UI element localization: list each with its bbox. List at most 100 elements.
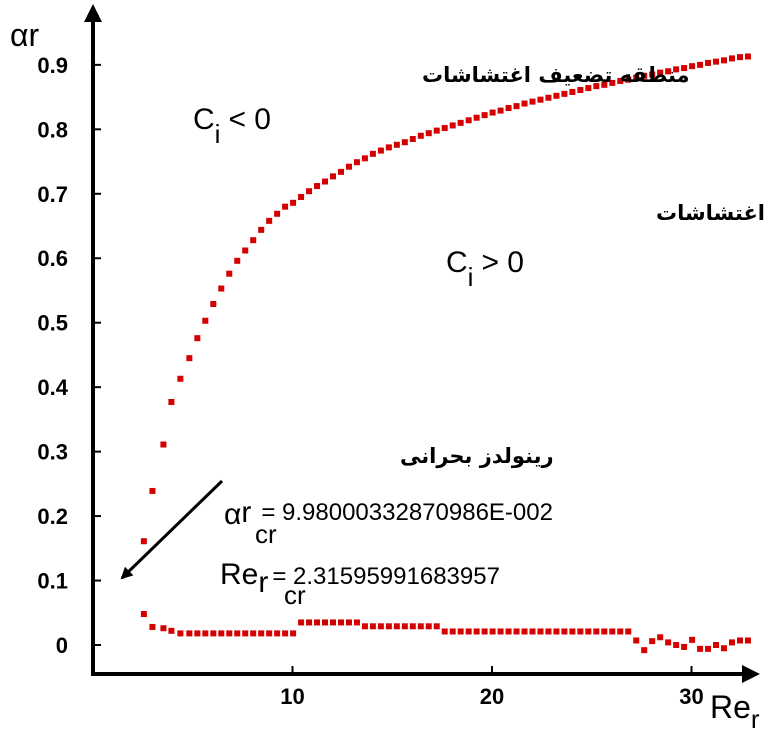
lower-branch-point [329,619,336,626]
lower-branch-point [577,628,584,635]
lower-branch-point [226,630,233,637]
upper-branch-point [361,155,368,162]
re-critical-value: Rer = 2.31595991683957 [220,558,500,599]
lower-branch-point [689,636,696,643]
upper-branch-point [168,398,175,405]
upper-branch-point [529,98,536,105]
y-axis-label: αr [10,17,40,53]
upper-branch-point [177,375,184,382]
lower-branch-point [250,630,257,637]
lower-branch-point [177,630,184,637]
upper-branch-point [322,178,329,185]
upper-branch-point [665,68,672,75]
lower-branch-point [721,645,728,652]
lower-branch-point [149,623,156,630]
y-tick-label: 0.6 [37,246,68,271]
lower-branch-point [569,628,576,635]
upper-branch-point [417,132,424,139]
upper-branch-point [561,90,568,97]
lower-branch-point [728,639,735,646]
lower-branch-point [457,628,464,635]
lower-branch-point [497,628,504,635]
upper-branch-point [553,92,560,99]
alpha-critical-sub: cr [255,519,277,549]
upper-branch-point [345,163,352,170]
upper-branch-point [569,88,576,95]
lower-branch-point [649,638,656,645]
upper-branch-point [385,144,392,151]
y-tick-label: 0.1 [37,569,68,594]
lower-branch-point [409,623,416,630]
lower-branch-point [168,627,175,634]
lower-branch-point [744,637,751,644]
upper-branch-point [202,317,209,324]
lower-branch-point [369,623,376,630]
lower-branch-point [242,630,249,637]
lower-branch-point [705,645,712,652]
lower-branch-point [322,619,329,626]
lower-branch-point [258,630,265,637]
lower-branch-point [537,628,544,635]
y-axis-arrow [84,4,102,22]
upper-branch-point [585,85,592,92]
upper-branch-point [505,105,512,112]
lower-branch-point [401,623,408,630]
lower-branch-point [673,642,680,648]
lower-branch-point [545,628,552,635]
upper-branch-point [401,139,408,146]
y-tick-label: 0.8 [37,117,68,142]
lower-branch-point [298,619,305,626]
upper-branch-point [728,55,735,62]
lower-branch-point [513,628,520,635]
lower-branch-point [314,619,321,626]
upper-branch-point [697,61,704,68]
lower-branch-point [489,628,496,635]
lower-branch-point [361,623,368,630]
lower-branch-point [681,643,688,650]
upper-branch-point [473,114,480,121]
lower-branch-point [441,628,448,635]
upper-branch-point [681,65,688,72]
lower-branch-point [218,630,225,637]
lower-branch-point [593,628,600,635]
upper-branch-series [140,53,751,545]
x-tick-label: 20 [480,684,504,709]
upper-branch-point [369,150,376,157]
upper-branch-point [609,79,616,86]
upper-branch-point [457,119,464,126]
upper-branch-point [497,107,504,114]
upper-branch-point [513,103,520,110]
lower-branch-point [529,628,536,635]
lower-branch-point [553,628,560,635]
lower-branch-point [290,630,297,637]
lower-branch-point [473,628,480,635]
lower-branch-point [585,628,592,635]
upper-branch-point [633,74,640,81]
lower-branch-point [353,619,360,626]
lower-branch-point [665,639,672,646]
y-tick-label: 0.5 [37,311,68,336]
lower-branch-point [274,630,281,637]
upper-branch-point [537,96,544,103]
upper-branch-point [377,147,384,154]
upper-branch-point [250,237,257,244]
upper-branch-point [657,69,664,76]
upper-branch-point [274,210,281,217]
upper-branch-point [625,76,632,83]
upper-branch-point [673,66,680,73]
upper-branch-point [194,335,201,342]
lower-branch-point [210,630,217,637]
x-axis-label-sub: r [751,704,760,731]
upper-branch-point [234,257,241,264]
upper-branch-point [721,57,728,64]
y-ticks: 0 0.1 0.2 0.3 0.4 0.5 0.6 0.7 0.8 0.9 [37,53,101,658]
upper-branch-point [337,168,344,175]
upper-branch-point [641,72,648,79]
lower-branch-point [140,611,147,618]
damping-condition: Ci < 0 [193,103,271,149]
lower-branch-point [266,630,273,637]
lower-branch-point [561,628,568,635]
lower-branch-point [433,623,440,630]
upper-branch-point [186,355,193,362]
lower-branch-point [505,628,512,635]
